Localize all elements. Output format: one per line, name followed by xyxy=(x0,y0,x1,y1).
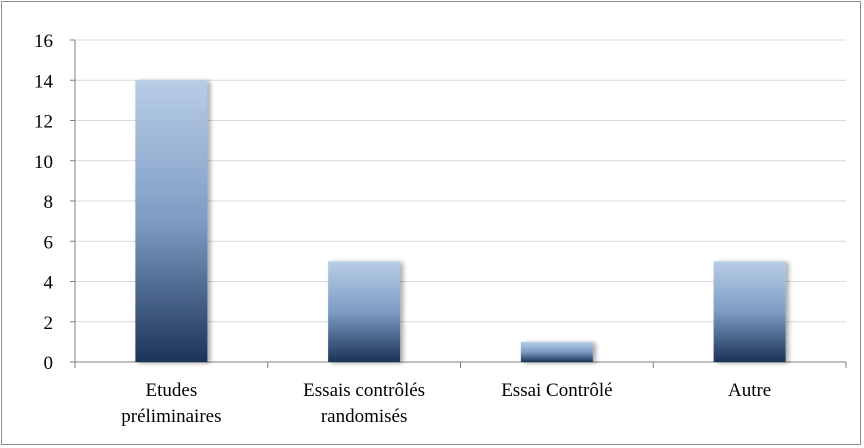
bars xyxy=(135,80,786,362)
x-category-label: Essais contrôlés xyxy=(303,380,425,401)
x-category-label: Essai Contrôlé xyxy=(501,380,612,401)
x-category-label: Autre xyxy=(728,380,771,401)
bar xyxy=(328,261,401,362)
y-tick-label: 16 xyxy=(34,31,53,52)
y-tick-label: 4 xyxy=(44,273,54,294)
y-tick-label: 14 xyxy=(34,71,54,92)
bar xyxy=(520,341,593,362)
y-tick-label: 12 xyxy=(34,112,53,133)
y-tick-label: 6 xyxy=(44,232,54,253)
y-tick-label: 0 xyxy=(44,353,54,374)
bar xyxy=(713,261,786,362)
x-category-label: préliminaires xyxy=(121,406,221,427)
y-tick-labels: 0 2 4 6 8 10 12 14 16 xyxy=(34,31,54,374)
y-tick-label: 2 xyxy=(44,313,54,334)
y-tick-label: 10 xyxy=(34,152,53,173)
x-category-label: randomisés xyxy=(321,406,408,427)
bar xyxy=(135,80,208,362)
y-tick-label: 8 xyxy=(44,192,54,213)
x-category-label: Etudes xyxy=(146,380,198,401)
x-category-labels: Etudes préliminaires Essais contrôlés rando… xyxy=(121,380,771,427)
